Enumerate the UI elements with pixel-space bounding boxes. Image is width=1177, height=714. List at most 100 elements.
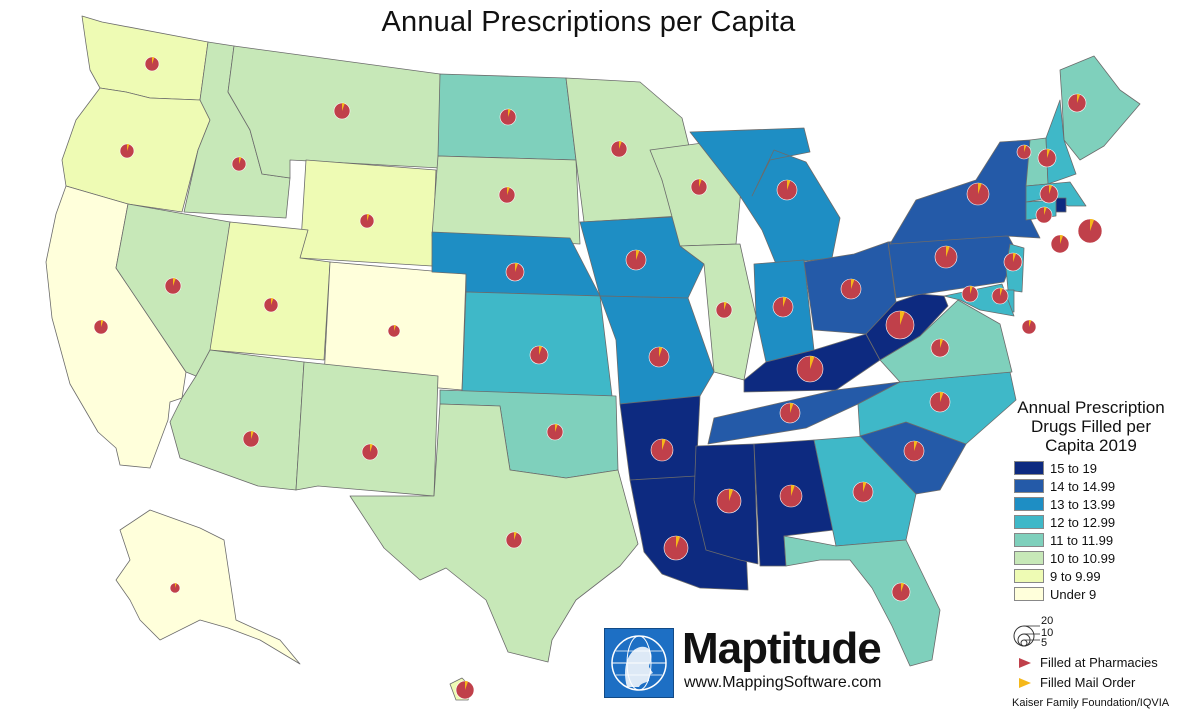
pie-florida xyxy=(891,582,911,602)
size-label-10: 10 xyxy=(1041,627,1054,639)
map-title: Annual Prescriptions per Capita xyxy=(381,6,796,38)
size-label-5: 5 xyxy=(1041,637,1048,649)
pie-mail-slice xyxy=(940,392,944,402)
legend-swatch xyxy=(1014,587,1044,601)
legend-class-label: Under 9 xyxy=(1050,586,1097,602)
pie-delaware xyxy=(991,287,1009,305)
pie-washington-dc xyxy=(1021,319,1037,335)
pie-maine xyxy=(1067,93,1087,113)
pie-south-carolina xyxy=(903,440,925,462)
pie-mail-slice xyxy=(946,246,950,257)
legend-swatch xyxy=(1014,461,1044,475)
pie-virginia xyxy=(930,338,950,358)
pie-mail-slice xyxy=(175,583,177,588)
pie-mail-slice xyxy=(367,214,370,221)
pie-mail-slice xyxy=(539,346,543,355)
pie-washington xyxy=(144,56,160,72)
legend-mail-label: Filled Mail Order xyxy=(1040,675,1136,690)
pie-alaska xyxy=(169,582,181,594)
pie-west-virginia xyxy=(885,310,915,340)
state-new-mexico xyxy=(295,361,439,497)
legend-class-row: 12 to 12.99 xyxy=(1014,513,1174,531)
pie-ohio xyxy=(840,278,862,300)
pie-mail-slice xyxy=(676,536,681,548)
pie-michigan xyxy=(776,179,798,201)
legend-title-line: Drugs Filled per xyxy=(1031,417,1151,436)
pie-mail-slice xyxy=(342,103,345,111)
pie-tennessee xyxy=(779,402,801,424)
pie-new-jersey xyxy=(1003,252,1023,272)
pie-mail-slice xyxy=(1049,185,1053,194)
pie-mail-slice xyxy=(1077,94,1081,103)
legend-class-label: 14 to 14.99 xyxy=(1050,478,1116,494)
pie-montana xyxy=(333,102,351,120)
pie-mail-slice xyxy=(940,339,944,348)
pie-mail-slice xyxy=(101,320,104,327)
pie-mail-slice xyxy=(914,441,918,451)
pie-maryland xyxy=(961,285,979,303)
pie-north-dakota xyxy=(499,108,517,126)
pie-mail-slice xyxy=(810,356,815,369)
pie-mail-slice xyxy=(978,183,982,194)
state-washington xyxy=(81,15,209,101)
legend-swatch xyxy=(1014,569,1044,583)
pie-arizona xyxy=(242,430,260,448)
pie-wyoming xyxy=(359,213,375,229)
legend-swatch xyxy=(1014,533,1044,547)
size-label-20: 20 xyxy=(1041,615,1054,627)
pie-mail-slice xyxy=(1029,320,1032,327)
pie-mail-slice xyxy=(1047,149,1051,158)
size-legend-circle-large xyxy=(1013,625,1035,647)
size-legend-circle-small xyxy=(1020,639,1028,647)
pie-mail-slice xyxy=(699,179,702,187)
pie-mail-slice xyxy=(394,325,397,331)
pie-mail-slice xyxy=(1024,145,1027,152)
pie-north-carolina xyxy=(929,391,951,413)
pie-mail-slice xyxy=(1090,219,1095,231)
logo-name: Maptitude xyxy=(682,624,882,673)
pie-mail-slice xyxy=(1060,235,1064,244)
pie-mail-slice xyxy=(515,263,519,272)
pie-mail-slice xyxy=(851,279,855,289)
pie-iowa xyxy=(625,249,647,271)
pie-mail-slice xyxy=(465,681,469,690)
pie-arkansas xyxy=(650,438,674,462)
legend-title: Annual Prescription Drugs Filled per Cap… xyxy=(1008,398,1174,455)
pie-oregon xyxy=(119,143,135,159)
pie-georgia xyxy=(852,481,874,503)
pie-mail-slice xyxy=(729,489,734,501)
pie-louisiana xyxy=(663,535,689,561)
pie-idaho xyxy=(231,156,247,172)
pie-mail-slice xyxy=(619,141,622,149)
legend: Annual Prescription Drugs Filled per Cap… xyxy=(1008,398,1174,603)
state-wyoming xyxy=(299,159,437,267)
legend-class-row: 10 to 10.99 xyxy=(1014,549,1174,567)
pie-colorado xyxy=(387,324,401,338)
pie-mail-slice xyxy=(173,278,176,286)
state-florida xyxy=(783,535,941,667)
pie-mail-slice xyxy=(970,286,973,294)
pie-connecticut xyxy=(1035,206,1053,224)
maptitude-logo: Maptitude www.MappingSoftware.com xyxy=(604,624,904,698)
pie-wisconsin xyxy=(690,178,708,196)
legend-swatch xyxy=(1014,479,1044,493)
pie-mail-slice xyxy=(127,144,130,151)
legend-mail-row: Filled Mail Order xyxy=(1018,675,1135,690)
legend-class-row: 13 to 13.99 xyxy=(1014,495,1174,513)
pie-missouri xyxy=(648,346,670,368)
pie-new-mexico xyxy=(361,443,379,461)
state-michigan xyxy=(689,127,841,265)
pie-mail-slice xyxy=(239,157,242,164)
pie-utah xyxy=(263,297,279,313)
pie-mail-slice xyxy=(1000,288,1003,296)
legend-class-row: 11 to 11.99 xyxy=(1014,531,1174,549)
pie-mail-slice xyxy=(636,250,640,260)
pie-illinois xyxy=(715,301,733,319)
pie-mail-slice xyxy=(901,583,905,592)
pie-mail-slice xyxy=(724,302,727,310)
pie-mail-slice xyxy=(514,532,517,540)
size-legend xyxy=(1013,625,1040,647)
legend-class-row: 9 to 9.99 xyxy=(1014,567,1174,585)
pie-south-dakota xyxy=(498,186,516,204)
